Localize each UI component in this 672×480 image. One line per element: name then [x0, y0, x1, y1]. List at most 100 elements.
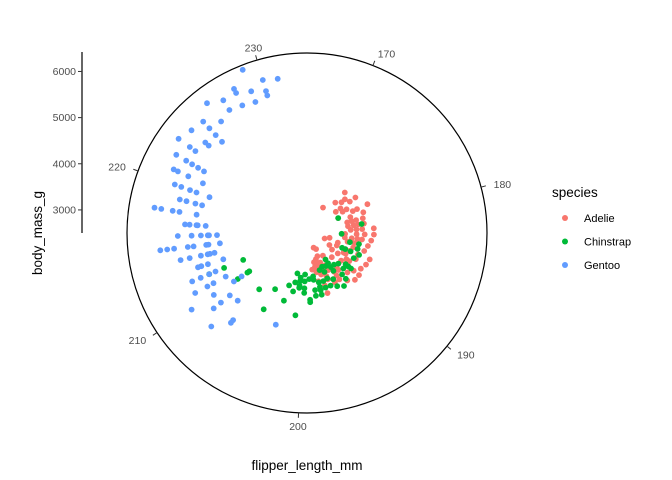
data-point [259, 77, 266, 83]
data-point [297, 274, 304, 281]
theta-tick-mark [255, 55, 258, 61]
data-point [321, 235, 328, 242]
data-point [301, 290, 308, 296]
data-point [178, 184, 185, 190]
data-point [338, 230, 345, 237]
data-point [192, 200, 199, 207]
data-point [301, 278, 308, 285]
data-point [248, 88, 255, 95]
data-point [192, 148, 199, 155]
data-point [198, 232, 204, 239]
data-point [204, 283, 211, 290]
r-tick-label: 4000 [53, 158, 77, 170]
data-point [296, 282, 303, 289]
data-point [317, 284, 323, 290]
r-tick-label: 3000 [53, 204, 77, 216]
data-point [342, 250, 349, 257]
data-point [233, 90, 240, 96]
data-point [326, 234, 333, 241]
data-point [220, 256, 227, 263]
data-point [195, 264, 201, 271]
data-point [175, 135, 182, 142]
data-point [357, 265, 364, 272]
data-point [365, 243, 371, 249]
data-point [246, 268, 253, 275]
data-point [206, 232, 212, 239]
data-point [368, 237, 375, 244]
data-point [339, 244, 345, 251]
data-point [230, 317, 237, 323]
data-point [335, 260, 342, 267]
data-point [193, 211, 200, 218]
data-point [359, 236, 365, 243]
data-point [334, 283, 341, 290]
data-point [151, 204, 158, 211]
data-point [341, 189, 348, 196]
series-chinstrap [206, 215, 365, 319]
data-point [361, 248, 368, 254]
data-point [264, 92, 271, 99]
theta-tick-label: 200 [289, 421, 307, 433]
data-point [329, 246, 335, 253]
data-point [183, 157, 190, 164]
data-point [347, 239, 353, 246]
data-point [164, 246, 171, 253]
data-point [310, 244, 317, 251]
data-point [198, 252, 204, 259]
data-point [226, 107, 233, 113]
data-point [173, 151, 180, 158]
legend-label-gentoo: Gentoo [584, 260, 620, 272]
data-point [332, 199, 339, 206]
data-point [335, 215, 342, 222]
data-point [342, 261, 349, 268]
data-point [342, 196, 348, 203]
theta-tick-mark [480, 185, 487, 188]
data-point [361, 231, 368, 238]
data-point [286, 282, 292, 289]
data-point [301, 285, 308, 292]
data-point [292, 279, 299, 286]
data-point [202, 139, 209, 146]
data-point [195, 164, 202, 171]
data-point [335, 267, 342, 273]
data-point [331, 261, 337, 268]
theta-axis-ticks: 170 180 190 200 210 220 230 [108, 43, 511, 433]
data-point [320, 278, 327, 284]
data-point [360, 209, 367, 216]
data-points [151, 66, 377, 330]
data-point [321, 269, 328, 275]
theta-tick-label: 190 [457, 349, 475, 361]
data-point [332, 208, 339, 215]
data-point [210, 292, 217, 298]
data-point [206, 271, 213, 278]
theta-tick-label: 220 [108, 162, 126, 174]
data-point [200, 118, 207, 125]
data-point [204, 251, 211, 258]
data-point [210, 305, 217, 312]
data-point [370, 225, 377, 232]
series-gentoo [151, 66, 281, 330]
data-point [310, 273, 316, 280]
data-point [302, 271, 308, 278]
data-point [256, 286, 263, 293]
data-point [334, 250, 341, 257]
data-point [210, 280, 217, 287]
data-point [197, 274, 204, 281]
data-point [186, 255, 193, 261]
data-point [263, 88, 269, 94]
data-point [342, 275, 349, 282]
data-point [330, 276, 337, 283]
data-point [353, 217, 359, 224]
data-point [169, 207, 176, 214]
data-point [188, 232, 195, 239]
data-point [240, 257, 247, 263]
legend-key-chinstrap [562, 238, 568, 245]
data-point [328, 254, 335, 261]
data-point [307, 296, 313, 303]
data-point [239, 102, 246, 109]
legend: species Adelie Chinstrap Gentoo [552, 185, 631, 272]
data-point [364, 201, 371, 208]
data-point [220, 97, 227, 104]
data-point [315, 279, 322, 286]
theta-tick-label: 210 [129, 335, 147, 347]
